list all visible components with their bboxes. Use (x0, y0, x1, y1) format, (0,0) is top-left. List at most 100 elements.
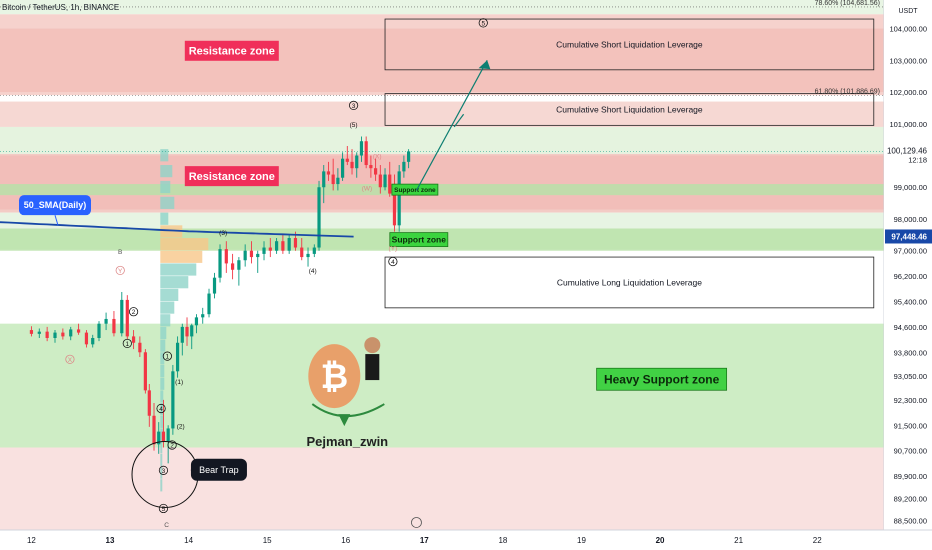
author-name: Pejman_zwin (306, 434, 388, 449)
wave-label-2b: 2 (170, 442, 174, 449)
time-tick-label: 15 (263, 536, 272, 545)
background-band (0, 95, 884, 102)
sma-price-label: 97,448.46 (891, 232, 927, 241)
volume-profile-bar (160, 390, 164, 403)
support-zone-label: Support zone (389, 232, 449, 248)
bear-trap-label-text: Bear Trap (199, 465, 239, 475)
candle-body (336, 177, 340, 185)
wave-label-5-circle (158, 503, 169, 514)
price-tick-label: 102,000.00 (889, 88, 927, 97)
price-tick-label: 91,500.00 (894, 421, 927, 430)
candle-body (97, 323, 101, 338)
zone-layer: Cumulative Short Liquidation Leverage Cum… (0, 0, 884, 530)
wave-label-w1: (1) (175, 379, 183, 386)
candle-body (287, 238, 291, 251)
wave-label-4b-circle (388, 256, 398, 267)
candle-body (138, 342, 142, 353)
wave-label-y2: (Y) (389, 246, 398, 253)
candle-body (317, 187, 321, 248)
wave-label-4-circle (156, 403, 166, 414)
wave-label-c: C (164, 522, 169, 529)
candle-body (322, 171, 326, 188)
candle-body (326, 171, 331, 175)
price-axis-bg (884, 0, 932, 550)
volume-profile-bar (160, 288, 179, 301)
candle-body (359, 141, 364, 156)
sma-line (0, 221, 354, 238)
candle-body (171, 371, 175, 429)
volume-profile-bar (160, 225, 183, 238)
price-axis[interactable]: USDT 104,000.00 103,000.00 102,000.00 101,00… (884, 0, 932, 550)
candle-body (268, 247, 272, 251)
wave-label-x2: (X) (373, 154, 382, 161)
candle-body (383, 174, 387, 188)
time-axis[interactable]: 12 13 14 15 16 17 18 19 20 21 22 (0, 529, 932, 550)
candle-body (45, 331, 49, 338)
wave-label-w5: (5) (350, 122, 358, 129)
price-tick-label: 99,000.00 (894, 183, 927, 192)
fib-label: 78.60% (104,681.56) (815, 0, 880, 7)
projection-arrow (453, 113, 465, 128)
liquidation-box-label: Cumulative Long Liquidation Leverage (557, 277, 702, 287)
candle-body (125, 299, 129, 337)
wave-label-y-circle (115, 265, 125, 276)
price-tick-label: 89,900.00 (894, 472, 927, 481)
resistance-zone-label-text: Resistance zone (189, 171, 275, 183)
fib-label: 61.80% (101,886.69) (815, 89, 880, 96)
ticker-title: Bitcoin / TetherUS, 1h, BINANCE (2, 3, 120, 12)
current-price-badge-bg (885, 142, 932, 165)
price-tick-label: 94,600.00 (894, 323, 927, 332)
volume-profile-bar (160, 276, 189, 289)
candle-body (218, 249, 222, 278)
candle-body (364, 141, 368, 166)
wave-label-w4: (4) (309, 268, 317, 275)
price-tick-label: 89,200.00 (894, 494, 927, 503)
candle-body (53, 332, 57, 338)
volume-profile-bar (160, 479, 163, 492)
price-tick-label: 104,000.00 (889, 25, 927, 34)
candle-body (230, 263, 235, 270)
background-band (0, 314, 884, 324)
current-price-label: 100,129.46 (887, 146, 928, 155)
candle-body (61, 332, 65, 337)
author-body-icon (365, 354, 380, 381)
candle-body (166, 428, 170, 442)
volume-profile-bar (160, 339, 166, 352)
candle-body (281, 241, 285, 251)
sma-label-pointer (54, 215, 59, 226)
candle-body (194, 317, 199, 326)
candle-body (29, 330, 34, 334)
resistance-zone-label: Resistance zone (184, 166, 279, 187)
candle-body (350, 161, 354, 169)
replay-icon (411, 517, 422, 528)
sma-label: 50_SMA(Daily) (19, 195, 91, 226)
wave-label-1b-circle (162, 351, 172, 361)
price-tick-label: 98,000.00 (894, 215, 927, 224)
volume-profile-bar (160, 466, 163, 479)
zone-resistance (0, 155, 884, 210)
background-band (0, 447, 884, 530)
candle-body (407, 151, 411, 162)
volume-profile-bar (160, 238, 209, 251)
background-band (0, 249, 884, 315)
candle-body (388, 174, 392, 194)
wave-label-4b: 4 (391, 259, 395, 266)
volume-profile-bar (160, 314, 171, 327)
liquidation-box (384, 93, 875, 126)
heavy-support-zone-label-text: Heavy Support zone (604, 373, 720, 387)
volume-profile-bar (160, 403, 164, 416)
candle-body (293, 238, 298, 248)
candle-body (76, 329, 81, 333)
time-tick-label: 12 (27, 536, 36, 545)
wave-label-3top-circle (348, 100, 359, 111)
zone-heavy-support (0, 323, 884, 448)
countdown-label: 12:18 (908, 155, 927, 164)
liquidation-box-label: Cumulative Short Liquidation Leverage (556, 104, 703, 114)
wave-label-3-circle (158, 465, 169, 475)
volume-profile-bar (160, 352, 165, 365)
zone-resistance (0, 28, 884, 93)
candle-body (274, 241, 279, 251)
price-tick-label: 97,000.00 (894, 247, 927, 256)
candle-body (157, 431, 161, 445)
